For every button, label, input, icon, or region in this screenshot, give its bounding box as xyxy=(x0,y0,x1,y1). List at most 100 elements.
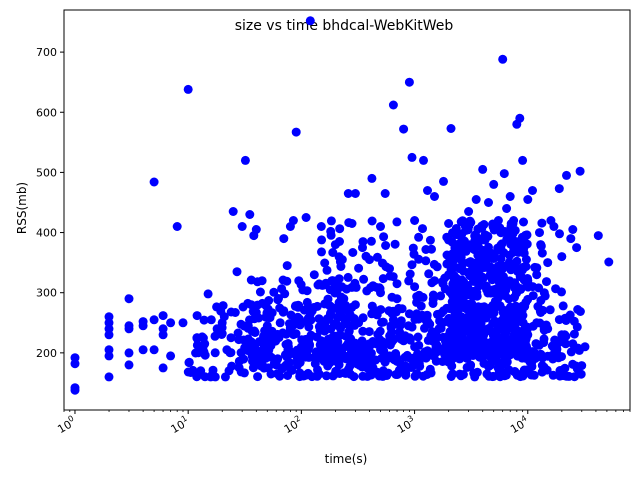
data-point xyxy=(336,324,345,333)
data-point xyxy=(478,337,488,347)
data-point xyxy=(248,344,257,353)
data-point xyxy=(470,312,480,322)
data-point xyxy=(523,195,533,204)
data-point xyxy=(494,323,504,332)
data-point xyxy=(279,234,289,244)
data-point xyxy=(424,269,434,279)
data-point xyxy=(465,271,475,281)
data-point xyxy=(375,284,385,294)
data-point xyxy=(253,277,262,287)
data-point xyxy=(317,247,326,257)
data-point xyxy=(317,353,327,363)
x-axis-ticks: 100 101 102 103 104 xyxy=(55,410,631,437)
data-point xyxy=(550,335,560,345)
data-point xyxy=(245,315,254,325)
data-point xyxy=(198,333,208,343)
data-point xyxy=(248,353,258,363)
data-point xyxy=(451,243,461,253)
data-point xyxy=(508,340,518,350)
data-point xyxy=(489,225,499,235)
data-point xyxy=(376,305,386,315)
data-point xyxy=(522,324,532,334)
data-point xyxy=(537,367,547,377)
data-point xyxy=(531,339,541,349)
data-point xyxy=(458,216,468,226)
data-point xyxy=(473,323,483,333)
data-point xyxy=(536,241,546,251)
data-point xyxy=(361,251,371,261)
data-point xyxy=(274,294,283,303)
data-point xyxy=(505,276,515,286)
data-point xyxy=(488,371,498,381)
data-point xyxy=(326,226,336,236)
data-point xyxy=(414,254,424,264)
data-point xyxy=(405,269,415,279)
data-point xyxy=(326,216,336,226)
data-point xyxy=(468,261,477,271)
data-point xyxy=(368,281,378,291)
data-point xyxy=(562,170,571,180)
data-point xyxy=(498,368,508,378)
y-axis-label: RSS(mb) xyxy=(15,182,29,234)
data-point xyxy=(273,329,283,339)
data-point xyxy=(502,204,512,213)
data-point xyxy=(407,260,417,270)
data-point xyxy=(484,323,494,333)
data-points xyxy=(70,16,614,395)
data-point xyxy=(537,248,547,258)
data-point xyxy=(418,224,427,234)
data-point xyxy=(290,313,300,323)
data-point xyxy=(366,370,376,380)
data-point xyxy=(249,326,259,336)
data-point xyxy=(285,323,295,333)
data-point xyxy=(192,333,202,343)
data-point xyxy=(291,127,301,137)
data-point xyxy=(301,213,311,222)
data-point xyxy=(378,274,388,284)
data-point xyxy=(342,352,352,362)
data-point xyxy=(404,321,413,331)
y-tick-label: 700 xyxy=(36,46,57,59)
data-point xyxy=(402,350,412,360)
data-point xyxy=(184,358,194,368)
data-point xyxy=(415,361,425,371)
data-point xyxy=(138,317,148,327)
data-point xyxy=(290,301,300,311)
data-point xyxy=(519,233,529,243)
data-point xyxy=(277,284,287,294)
data-point xyxy=(358,326,368,336)
data-point xyxy=(425,235,435,245)
data-point xyxy=(513,266,523,276)
data-point xyxy=(377,318,386,327)
data-point xyxy=(414,232,424,242)
data-point xyxy=(343,341,353,351)
data-point xyxy=(233,328,243,338)
data-point xyxy=(463,341,473,350)
data-point xyxy=(372,252,382,262)
data-point xyxy=(431,343,441,352)
data-point xyxy=(412,369,422,379)
data-point xyxy=(219,312,229,322)
data-point xyxy=(430,192,439,201)
data-point xyxy=(446,124,456,133)
data-point xyxy=(149,315,159,325)
data-point xyxy=(237,222,247,231)
data-point xyxy=(522,281,532,291)
data-point xyxy=(410,216,420,225)
data-point xyxy=(484,198,493,207)
data-point xyxy=(214,328,224,337)
x-tick-label: 102 xyxy=(282,414,302,437)
data-point xyxy=(322,371,331,381)
data-point xyxy=(104,345,114,355)
data-point xyxy=(228,207,238,216)
data-point xyxy=(388,100,398,110)
data-point xyxy=(505,347,515,357)
data-point xyxy=(562,371,571,381)
y-tick-label: 600 xyxy=(36,106,57,119)
data-point xyxy=(464,207,474,216)
data-point xyxy=(455,369,465,379)
data-point xyxy=(568,225,578,234)
data-point xyxy=(261,301,271,310)
data-point xyxy=(444,339,454,349)
